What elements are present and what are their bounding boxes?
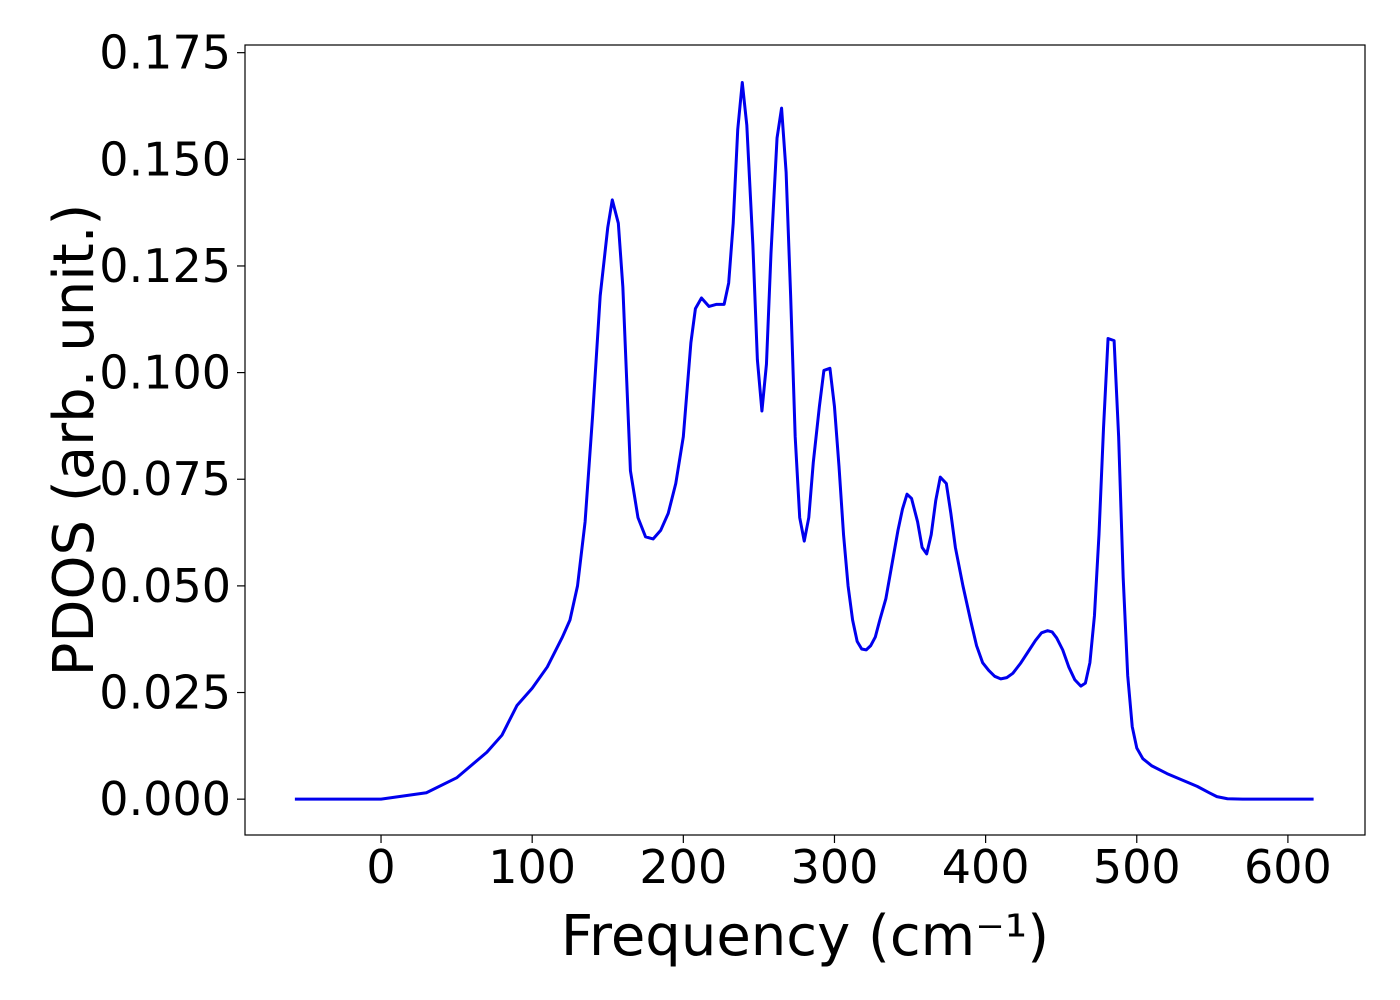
x-tick-label: 500 [1093, 840, 1181, 894]
y-tick-label: 0.175 [99, 26, 231, 80]
x-tick-label: 400 [942, 840, 1030, 894]
y-tick-label: 0.125 [99, 239, 231, 293]
y-tick-label: 0.100 [99, 346, 231, 400]
pdos-line [294, 81, 1314, 801]
y-axis-label: PDOS (arb. unit.) [42, 204, 107, 677]
y-tick-label: 0.075 [99, 452, 231, 506]
x-tick-label: 100 [488, 840, 576, 894]
x-tick-label: 0 [366, 840, 395, 894]
x-axis-label: Frequency (cm⁻¹) [561, 904, 1049, 969]
plot-frame [244, 44, 1366, 836]
x-tick-label: 300 [791, 840, 879, 894]
y-tick-label: 0.025 [99, 666, 231, 720]
x-tick-label: 200 [639, 840, 727, 894]
y-tick-label: 0.050 [99, 559, 231, 613]
y-tick-label: 0.150 [99, 132, 231, 186]
y-tick-label: 0.000 [99, 772, 231, 826]
x-tick-label: 600 [1244, 840, 1332, 894]
